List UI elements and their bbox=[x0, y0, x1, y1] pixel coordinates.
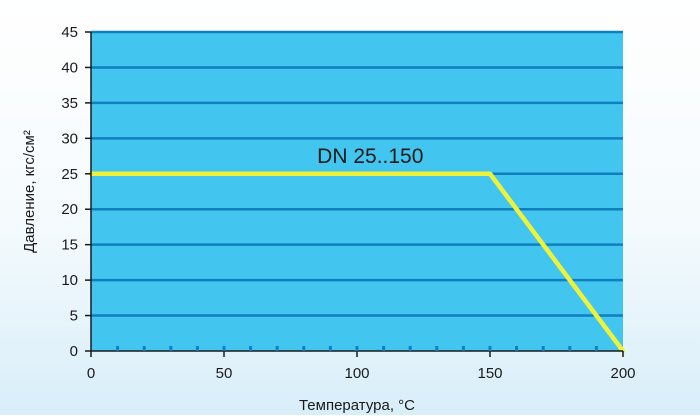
plot-area bbox=[91, 32, 623, 351]
x-tick-label-50: 50 bbox=[216, 365, 233, 382]
y-tick-label-30: 30 bbox=[61, 130, 78, 147]
y-tick-label-40: 40 bbox=[61, 59, 78, 76]
y-tick-label-15: 15 bbox=[61, 237, 78, 254]
y-tick-label-20: 20 bbox=[61, 201, 78, 218]
x-tick-label-200: 200 bbox=[610, 365, 635, 382]
y-tick-label-35: 35 bbox=[61, 95, 78, 112]
y-tick-label-5: 5 bbox=[70, 308, 78, 325]
series-annotation-label: DN 25..150 bbox=[317, 145, 423, 168]
y-tick-label-10: 10 bbox=[61, 272, 78, 289]
series-line-0 bbox=[88, 171, 626, 354]
y-tick-label-0: 0 bbox=[70, 343, 78, 360]
x-tick-label-150: 150 bbox=[477, 365, 502, 382]
x-tick-label-100: 100 bbox=[344, 365, 369, 382]
y-tick-label-45: 45 bbox=[61, 24, 78, 41]
labels: DN 25..150 Температура, °C Давление, кгс… bbox=[21, 130, 423, 414]
x-axis-title: Температура, °C bbox=[299, 397, 415, 414]
x-tick-label-0: 0 bbox=[87, 365, 95, 382]
series-layer bbox=[88, 171, 626, 354]
axes: 0 5 10 15 20 25 30 35 40 45 0 50 100 150 200 bbox=[61, 24, 635, 382]
y-tick-label-25: 25 bbox=[61, 166, 78, 183]
y-axis-title: Давление, кгс/см² bbox=[21, 130, 38, 253]
